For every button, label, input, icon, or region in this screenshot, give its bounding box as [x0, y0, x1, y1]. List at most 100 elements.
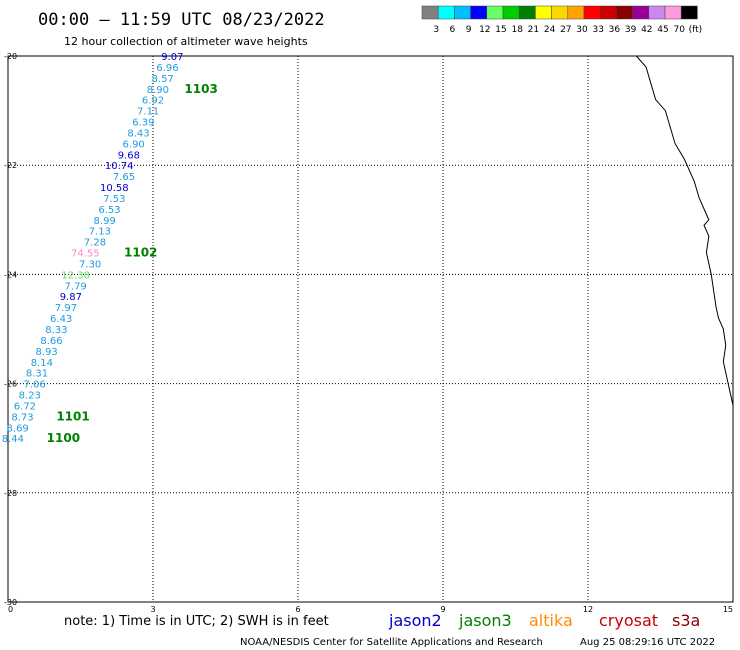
x-tick-label: 15	[723, 605, 733, 614]
swh-values: 9.076.968.578.906.927.116.398.436.909.68…	[2, 52, 184, 445]
swh-value-label: 6.96	[156, 63, 178, 74]
swh-value-label: 6.53	[98, 205, 120, 216]
swh-value-label: 7.13	[89, 227, 111, 238]
x-tick-label: 6	[295, 605, 300, 614]
swh-value-label: 6.39	[132, 118, 154, 129]
swh-value-label: 9.07	[161, 52, 183, 63]
coastline-path	[635, 55, 734, 406]
swh-value-label: 7.53	[103, 194, 125, 205]
swh-value-label: 8.43	[127, 128, 149, 139]
color-swatch	[583, 5, 601, 20]
color-scale-label: 30	[576, 25, 588, 35]
color-scale-label: 12	[479, 25, 490, 35]
color-scale-label: 9	[466, 25, 472, 35]
swh-value-label: 8.33	[45, 325, 67, 336]
swh-value-label: 8.99	[94, 216, 116, 227]
footer-timestamp: Aug 25 08:29:16 UTC 2022	[580, 637, 715, 648]
swh-value-label: 74.55	[71, 249, 100, 260]
y-tick-label: -28	[4, 489, 17, 498]
swh-value-label: 8.66	[40, 336, 62, 347]
x-tick-label: 12	[583, 605, 593, 614]
y-tick-label: -26	[4, 380, 17, 389]
mission-s3a: s3a	[672, 611, 700, 630]
y-tick-label: -24	[4, 270, 17, 279]
swh-value-label: 7.65	[113, 172, 135, 183]
color-scale-label: 18	[511, 25, 523, 35]
swh-value-label: 6.90	[123, 139, 145, 150]
color-swatch	[616, 5, 633, 20]
plot-frame	[7, 55, 734, 603]
swh-value-label: 7.30	[79, 259, 101, 270]
color-swatch	[454, 5, 471, 20]
swh-value-label: 8.23	[19, 391, 41, 402]
color-swatch	[502, 5, 520, 20]
cycle-label: 1102	[124, 246, 157, 260]
color-swatch	[567, 5, 585, 20]
color-scale-label: 24	[544, 25, 556, 35]
swh-value-label: 8.57	[152, 74, 174, 85]
color-scale-label: 36	[609, 25, 621, 35]
color-scale-label: 70	[673, 25, 685, 35]
color-scale-label: 27	[560, 25, 571, 35]
plot-grid	[8, 56, 733, 602]
swh-value-label: 9.87	[60, 292, 82, 303]
color-swatch	[518, 5, 536, 20]
color-swatch	[437, 5, 455, 20]
color-scale-label: 39	[625, 25, 637, 35]
color-swatch	[632, 5, 650, 20]
color-scale-label: 15	[495, 25, 506, 35]
swh-value-label: 8.73	[11, 412, 33, 423]
color-swatch	[421, 5, 439, 20]
swh-value-label: 9.68	[118, 150, 140, 161]
swh-value-label: 8.93	[36, 347, 58, 358]
axis-ticks: 0 3 6 9 12 15 -20 -22 -24 -26 -28 -30	[4, 52, 733, 614]
swh-value-label: 8.90	[147, 85, 169, 96]
color-swatch	[470, 5, 488, 20]
swh-value-label: 8.69	[7, 423, 29, 434]
chart-subtitle: 12 hour collection of altimeter wave hei…	[64, 35, 308, 48]
color-scale-label: 45	[657, 25, 668, 35]
color-scale-label: 6	[450, 25, 456, 35]
color-swatch	[648, 5, 666, 20]
x-tick-label: 3	[150, 605, 155, 614]
footer-credit: NOAA/NESDIS Center for Satellite Applica…	[240, 637, 543, 648]
color-swatch	[551, 5, 569, 20]
cycle-label: 1101	[56, 409, 89, 423]
mission-altika: altika	[529, 611, 573, 630]
swh-value-label: 10.74	[105, 161, 134, 172]
coastline	[635, 55, 734, 406]
x-tick-label: 9	[440, 605, 445, 614]
y-tick-label: -22	[4, 161, 17, 170]
mission-jason3: jason3	[458, 611, 512, 630]
color-swatch	[599, 5, 617, 20]
chart-title: 00:00 – 11:59 UTC 08/23/2022	[38, 10, 325, 30]
cycle-label: 1103	[184, 82, 217, 96]
color-swatch	[664, 5, 682, 20]
y-tick-label: -20	[4, 52, 17, 61]
swh-value-label: 7.06	[23, 380, 45, 391]
cycle-labels: 1103 1102 1101 1100	[47, 82, 218, 445]
swh-value-label: 7.97	[55, 303, 77, 314]
color-swatch	[486, 5, 504, 20]
mission-jason2: jason2	[388, 611, 442, 630]
color-scale-label: 42	[641, 25, 652, 35]
cycle-label: 1100	[47, 431, 80, 445]
color-scale-label: 33	[592, 25, 603, 35]
swh-value-label: 7.28	[84, 238, 106, 249]
color-scale-label: (ft)	[689, 25, 703, 35]
swh-value-label: 10.58	[100, 183, 129, 194]
x-tick-label: 0	[8, 605, 13, 614]
mission-legend: jason2 jason3 altika cryosat s3a	[388, 611, 700, 630]
color-scale-legend: 3 6 9 12 15 18 21 24 27 30 33 36 39 42 45 70 (ft)	[421, 5, 703, 35]
swh-value-label: 6.72	[14, 401, 36, 412]
swh-value-label: 7.79	[65, 281, 87, 292]
swh-value-label: 8.14	[31, 358, 53, 369]
swh-value-label: 6.92	[142, 96, 164, 107]
color-swatch	[680, 5, 698, 20]
mission-cryosat: cryosat	[599, 611, 658, 630]
color-swatch	[535, 5, 552, 20]
color-scale-label: 21	[528, 25, 539, 35]
swh-value-label: 8.31	[26, 369, 48, 380]
color-scale-label: 3	[433, 25, 439, 35]
